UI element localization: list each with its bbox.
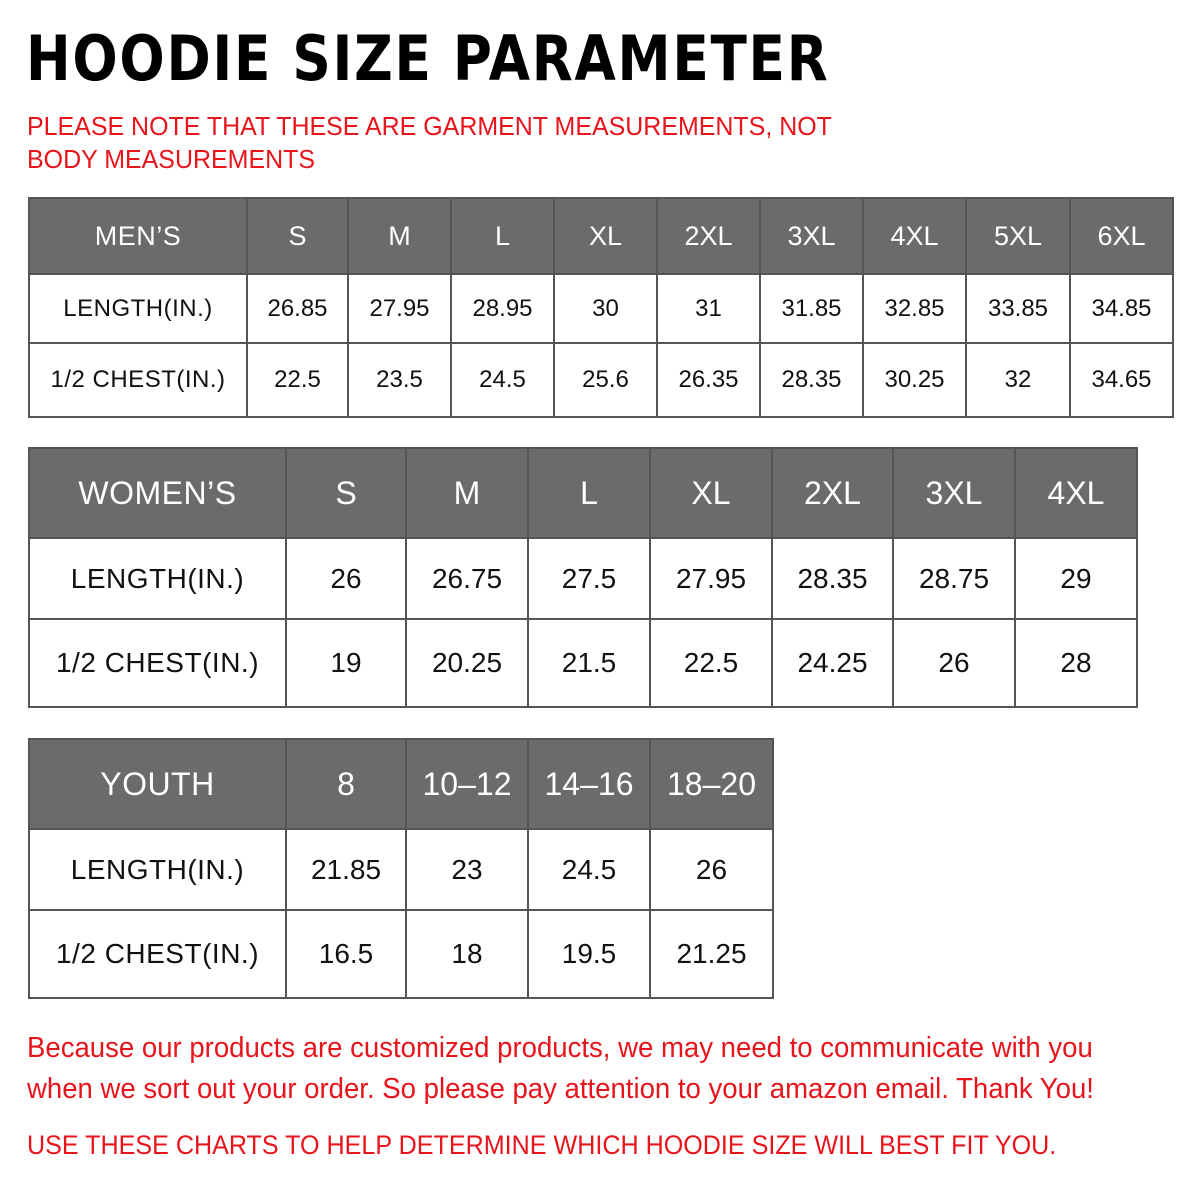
measurement-cell: 22.5 [649, 618, 773, 708]
measurement-cell: 29 [1014, 537, 1138, 620]
measurement-cell: 26.75 [405, 537, 529, 620]
size-header: XL [649, 447, 773, 539]
measurement-cell: 30.25 [862, 342, 967, 418]
measurement-cell: 27.5 [527, 537, 651, 620]
row-label: MEN’S [28, 197, 248, 275]
table-row: LENGTH(IN.) 21.85 23 24.5 26 [28, 828, 774, 911]
youth-size-table: YOUTH 8 10–12 14–16 18–20 LENGTH(IN.) 21.85 23 2… [28, 738, 774, 999]
measurement-cell: 31.85 [759, 273, 864, 344]
size-header: XL [553, 197, 658, 275]
measurement-cell: 21.25 [649, 909, 774, 999]
measurement-cell: 26.85 [246, 273, 349, 344]
measurement-cell: 26 [892, 618, 1016, 708]
size-header: M [347, 197, 452, 275]
measurement-cell: 19 [285, 618, 407, 708]
chart-usage-note: USE THESE CHARTS TO HELP DETERMINE WHICH… [27, 1130, 1057, 1160]
measurement-cell: 23 [405, 828, 529, 911]
measurement-cell: 26 [649, 828, 774, 911]
size-header: 5XL [965, 197, 1071, 275]
measurement-cell: 34.85 [1069, 273, 1174, 344]
measurement-cell: 21.85 [285, 828, 407, 911]
size-header: 4XL [1014, 447, 1138, 539]
measurement-cell: 20.25 [405, 618, 529, 708]
measurement-cell: 26 [285, 537, 407, 620]
size-header: 14–16 [527, 738, 651, 830]
garment-measurement-note: PLEASE NOTE THAT THESE ARE GARMENT MEASU… [27, 111, 832, 174]
size-header: S [285, 447, 407, 539]
measurement-cell: 28.95 [450, 273, 555, 344]
measurement-cell: 25.6 [553, 342, 658, 418]
header-row: WOMEN’S S M L XL 2XL 3XL 4XL [28, 447, 1138, 539]
measurement-cell: 24.5 [527, 828, 651, 911]
measurement-cell: 21.5 [527, 618, 651, 708]
table-row: LENGTH(IN.) 26 26.75 27.5 27.95 28.35 28.75 29 [28, 537, 1138, 620]
row-label: YOUTH [28, 738, 287, 830]
table-row: 1/2 CHEST(IN.) 22.5 23.5 24.5 25.6 26.35 28.35… [28, 342, 1174, 418]
measurement-cell: 16.5 [285, 909, 407, 999]
measurement-cell: 30 [553, 273, 658, 344]
measurement-cell: 18 [405, 909, 529, 999]
page-title: HOODIE SIZE PARAMETER [26, 22, 830, 95]
size-header: S [246, 197, 349, 275]
measurement-cell: 22.5 [246, 342, 349, 418]
table-row: 1/2 CHEST(IN.) 16.5 18 19.5 21.25 [28, 909, 774, 999]
size-header: 8 [285, 738, 407, 830]
row-label: WOMEN’S [28, 447, 287, 539]
size-header: 18–20 [649, 738, 774, 830]
measurement-cell: 32 [965, 342, 1071, 418]
measurement-cell: 28 [1014, 618, 1138, 708]
row-label: 1/2 CHEST(IN.) [28, 342, 248, 418]
row-label: 1/2 CHEST(IN.) [28, 909, 287, 999]
measurement-cell: 23.5 [347, 342, 452, 418]
womens-size-table: WOMEN’S S M L XL 2XL 3XL 4XL LENGTH(IN.) 26 26.75 2… [28, 447, 1138, 708]
table-row: 1/2 CHEST(IN.) 19 20.25 21.5 22.5 24.25 26 28 [28, 618, 1138, 708]
measurement-cell: 28.35 [759, 342, 864, 418]
size-header: L [527, 447, 651, 539]
size-header: 6XL [1069, 197, 1174, 275]
header-row: MEN’S S M L XL 2XL 3XL 4XL 5XL 6XL [28, 197, 1174, 275]
row-label: LENGTH(IN.) [28, 828, 287, 911]
measurement-cell: 24.5 [450, 342, 555, 418]
size-header: 3XL [892, 447, 1016, 539]
customization-notice: Because our products are customized prod… [27, 1032, 1094, 1105]
measurement-cell: 28.75 [892, 537, 1016, 620]
row-label: LENGTH(IN.) [28, 273, 248, 344]
size-header: 3XL [759, 197, 864, 275]
measurement-cell: 33.85 [965, 273, 1071, 344]
measurement-cell: 28.35 [771, 537, 894, 620]
table-row: LENGTH(IN.) 26.85 27.95 28.95 30 31 31.85 32.85… [28, 273, 1174, 344]
size-header: 4XL [862, 197, 967, 275]
measurement-cell: 32.85 [862, 273, 967, 344]
size-header: L [450, 197, 555, 275]
mens-size-table: MEN’S S M L XL 2XL 3XL 4XL 5XL 6XL LENGTH(IN.) 26.8… [28, 197, 1174, 418]
measurement-cell: 24.25 [771, 618, 894, 708]
measurement-cell: 26.35 [656, 342, 761, 418]
size-header: 2XL [771, 447, 894, 539]
size-header: 10–12 [405, 738, 529, 830]
measurement-cell: 27.95 [649, 537, 773, 620]
size-header: 2XL [656, 197, 761, 275]
header-row: YOUTH 8 10–12 14–16 18–20 [28, 738, 774, 830]
row-label: 1/2 CHEST(IN.) [28, 618, 287, 708]
measurement-cell: 27.95 [347, 273, 452, 344]
measurement-cell: 19.5 [527, 909, 651, 999]
measurement-cell: 34.65 [1069, 342, 1174, 418]
size-header: M [405, 447, 529, 539]
measurement-cell: 31 [656, 273, 761, 344]
row-label: LENGTH(IN.) [28, 537, 287, 620]
